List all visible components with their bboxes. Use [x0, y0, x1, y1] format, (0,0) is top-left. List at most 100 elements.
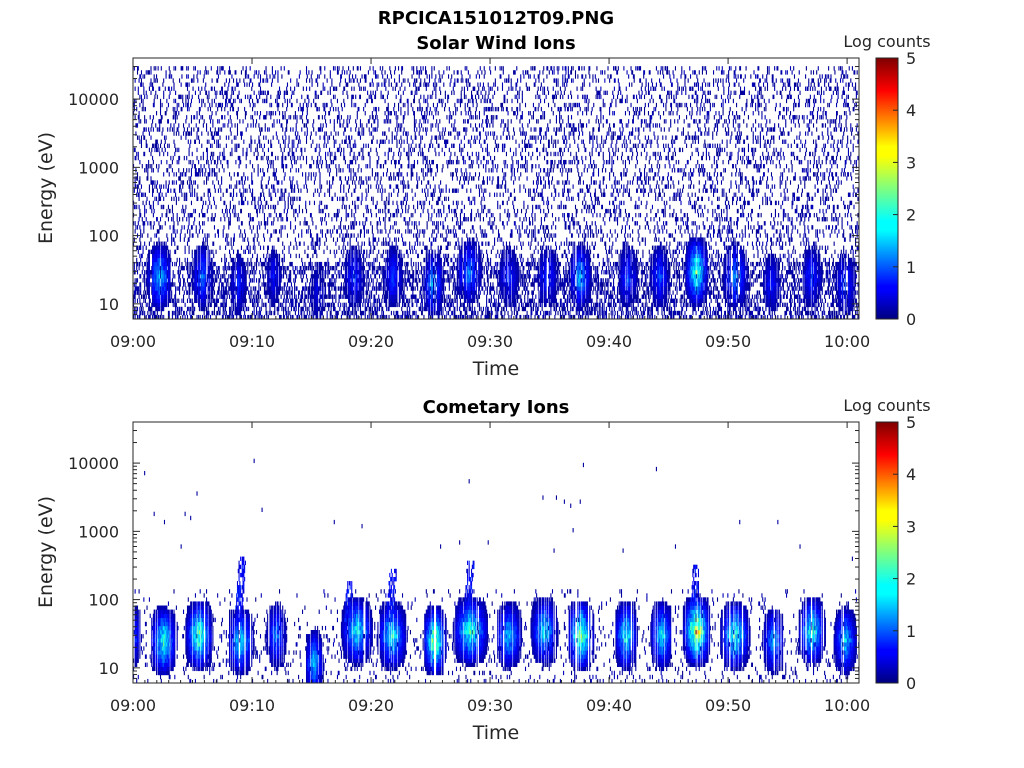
spectrogram-cell — [227, 282, 228, 286]
spectrogram-cell — [143, 299, 144, 303]
spectrogram-cell — [175, 290, 176, 294]
spectrogram-cell — [202, 205, 203, 209]
spectrogram-cell — [218, 290, 219, 294]
spectrogram-cell — [208, 278, 209, 282]
spectrogram-cell — [227, 242, 228, 246]
spectrogram-cell — [225, 307, 226, 311]
spectrogram-cell — [188, 140, 189, 144]
spectrogram-cell — [230, 213, 231, 217]
spectrogram-cell — [193, 180, 194, 184]
spectrogram-cell — [231, 91, 232, 95]
spectrogram-cell — [139, 217, 140, 221]
spectrogram-cell — [226, 299, 227, 303]
spectrogram-cell — [205, 258, 206, 262]
spectrogram-cell — [141, 99, 142, 103]
spectrogram-cell — [205, 303, 206, 307]
spectrogram-cell — [214, 270, 215, 274]
spectrogram-cell — [185, 103, 186, 107]
spectrogram-cell — [147, 221, 148, 225]
spectrogram-cell — [165, 87, 166, 91]
spectrogram-cell — [146, 197, 147, 201]
spectrogram-cell — [185, 250, 186, 254]
spectrogram-cell — [173, 217, 174, 221]
spectrogram-cell — [139, 295, 140, 299]
spectrogram-cell — [159, 193, 160, 197]
spectrogram-cell — [225, 262, 226, 266]
spectrogram-cell — [219, 66, 220, 70]
spectrogram-cell — [177, 217, 178, 221]
spectrogram-cell — [200, 156, 201, 160]
spectrogram-cell — [157, 242, 158, 246]
spectrogram-cell — [193, 303, 194, 307]
spectrogram-cell — [226, 144, 227, 148]
spectrogram-cell — [231, 95, 232, 99]
spectrogram-cell — [227, 290, 228, 294]
spectrogram-cell — [138, 87, 139, 91]
spectrogram-cell — [229, 250, 230, 254]
spectrogram-cell — [191, 262, 192, 266]
spectrogram-cell — [223, 66, 224, 70]
spectrogram-cell — [134, 107, 135, 111]
spectrogram-cell — [170, 189, 171, 193]
spectrogram-cell — [166, 266, 167, 270]
spectrogram-cell — [185, 209, 186, 213]
spectrogram-cell — [195, 140, 196, 144]
spectrogram-cell — [137, 176, 138, 180]
spectrogram-cell — [135, 221, 136, 225]
spectrogram-cell — [184, 213, 185, 217]
spectrogram-cell — [219, 127, 220, 131]
spectrogram-cell — [173, 213, 174, 217]
spectrogram-cell — [212, 168, 213, 172]
spectrogram-cell — [167, 237, 168, 241]
spectrogram-cell — [143, 246, 144, 250]
spectrogram-cell — [144, 286, 145, 290]
spectrogram-cell — [184, 311, 185, 315]
spectrogram-cell — [218, 144, 219, 148]
spectrogram-cell — [211, 250, 212, 254]
spectrogram-cell — [174, 107, 175, 111]
spectrogram-cell — [199, 262, 200, 266]
spectrogram-cell — [140, 233, 141, 237]
spectrogram-cell — [216, 205, 217, 209]
spectrogram-cell — [231, 140, 232, 144]
spectrogram-cell — [173, 156, 174, 160]
spectrogram-cell — [154, 180, 155, 184]
spectrogram-cell — [232, 311, 233, 315]
spectrogram-cell — [144, 295, 145, 299]
spectrogram-cell — [227, 266, 228, 270]
panel-title-solar-wind: Solar Wind Ions — [416, 33, 575, 54]
spectrogram-cell — [141, 184, 142, 188]
spectrogram-cell — [204, 87, 205, 91]
spectrogram-cell — [227, 95, 228, 99]
spectrogram-cell — [156, 144, 157, 148]
spectrogram-cell — [193, 258, 194, 262]
spectrogram-cell — [167, 127, 168, 131]
spectrogram-cell — [214, 201, 215, 205]
spectrogram-cell — [209, 254, 210, 258]
spectrogram-cell — [209, 270, 210, 274]
spectrogram-cell — [192, 290, 193, 294]
spectrogram-cell — [227, 164, 228, 168]
spectrogram-cell — [183, 131, 184, 135]
spectrogram-cell — [185, 303, 186, 307]
spectrogram-cell — [153, 205, 154, 209]
spectrogram-cell — [226, 311, 227, 315]
spectrogram-cell — [227, 189, 228, 193]
spectrogram-cell — [139, 95, 140, 99]
spectrogram-cell — [159, 303, 160, 307]
spectrogram-cell — [174, 189, 175, 193]
spectrogram-cell — [138, 91, 139, 95]
spectrogram-cell — [182, 99, 183, 103]
spectrogram-cell — [222, 209, 223, 213]
spectrogram-cell — [208, 176, 209, 180]
spectrogram-cell — [140, 258, 141, 262]
spectrogram-cell — [212, 290, 213, 294]
spectrogram-cell — [191, 119, 192, 123]
spectrogram-cell — [231, 131, 232, 135]
spectrogram-cell — [214, 131, 215, 135]
spectrogram-cell — [144, 135, 145, 139]
spectrogram-cell — [134, 266, 135, 270]
spectrogram-cell — [161, 311, 162, 315]
spectrogram-cell — [207, 95, 208, 99]
spectrogram-cell — [141, 95, 142, 99]
